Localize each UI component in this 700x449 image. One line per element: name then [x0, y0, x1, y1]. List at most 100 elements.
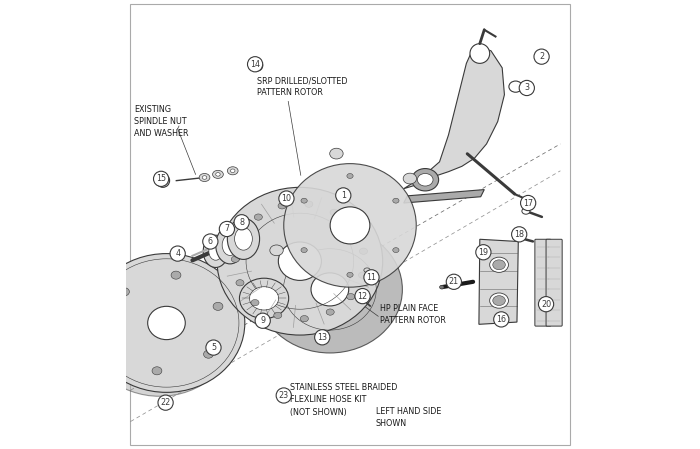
Text: 5: 5 — [211, 343, 216, 352]
Text: 18: 18 — [514, 230, 524, 239]
Ellipse shape — [110, 335, 120, 343]
Text: 23: 23 — [279, 391, 289, 400]
Ellipse shape — [364, 268, 370, 273]
Ellipse shape — [213, 302, 223, 310]
Text: 11: 11 — [367, 273, 377, 282]
Circle shape — [470, 44, 490, 63]
Ellipse shape — [216, 172, 220, 176]
Ellipse shape — [160, 177, 167, 184]
Ellipse shape — [249, 287, 279, 310]
Circle shape — [170, 246, 186, 261]
Ellipse shape — [417, 173, 433, 186]
Ellipse shape — [311, 273, 349, 306]
Ellipse shape — [209, 242, 223, 260]
Ellipse shape — [347, 273, 353, 277]
Ellipse shape — [356, 293, 362, 297]
Ellipse shape — [231, 256, 239, 262]
Circle shape — [512, 227, 527, 242]
Text: 16: 16 — [496, 315, 506, 324]
Ellipse shape — [357, 292, 370, 303]
Ellipse shape — [148, 306, 186, 339]
Ellipse shape — [512, 234, 521, 240]
Text: 4: 4 — [175, 249, 180, 258]
Ellipse shape — [304, 201, 313, 207]
Text: 14: 14 — [250, 60, 260, 69]
Ellipse shape — [258, 226, 402, 353]
Ellipse shape — [230, 169, 235, 172]
Ellipse shape — [252, 60, 262, 71]
Text: 10: 10 — [281, 194, 291, 203]
Ellipse shape — [152, 367, 162, 375]
Ellipse shape — [204, 350, 214, 358]
Text: 6: 6 — [208, 237, 213, 246]
Circle shape — [158, 395, 173, 410]
Ellipse shape — [330, 207, 370, 244]
Circle shape — [219, 221, 234, 237]
Text: 21: 21 — [449, 277, 459, 286]
Ellipse shape — [358, 272, 367, 278]
Ellipse shape — [171, 271, 181, 279]
Ellipse shape — [228, 218, 260, 260]
Text: 19: 19 — [478, 248, 489, 257]
Ellipse shape — [228, 167, 238, 175]
Text: 17: 17 — [523, 198, 533, 207]
Ellipse shape — [326, 309, 334, 315]
Ellipse shape — [403, 173, 416, 184]
Text: 12: 12 — [358, 291, 368, 301]
Text: EXISTING
SPINDLE NUT
AND WASHER: EXISTING SPINDLE NUT AND WASHER — [134, 105, 189, 138]
Polygon shape — [479, 239, 518, 324]
Ellipse shape — [509, 81, 522, 92]
Text: 8: 8 — [239, 218, 244, 227]
Circle shape — [206, 340, 221, 355]
Circle shape — [248, 57, 262, 72]
Text: 15: 15 — [156, 174, 166, 183]
Text: 1: 1 — [341, 191, 346, 200]
Ellipse shape — [270, 245, 284, 255]
Text: 13: 13 — [317, 333, 327, 342]
Ellipse shape — [234, 228, 252, 250]
Circle shape — [234, 215, 249, 230]
Ellipse shape — [202, 176, 206, 179]
Ellipse shape — [216, 226, 244, 264]
Circle shape — [153, 171, 169, 186]
Ellipse shape — [88, 254, 245, 392]
Circle shape — [364, 270, 379, 285]
Circle shape — [534, 49, 550, 64]
Text: 2: 2 — [539, 52, 544, 61]
Text: 22: 22 — [160, 398, 171, 407]
Ellipse shape — [217, 187, 383, 335]
Ellipse shape — [490, 293, 508, 308]
Ellipse shape — [522, 208, 530, 214]
Ellipse shape — [412, 168, 439, 191]
Ellipse shape — [199, 173, 210, 181]
Ellipse shape — [330, 209, 338, 216]
Text: HP PLAIN FACE
PATTERN ROTOR: HP PLAIN FACE PATTERN ROTOR — [380, 304, 447, 326]
Ellipse shape — [274, 312, 282, 318]
Circle shape — [521, 195, 536, 211]
Ellipse shape — [251, 299, 259, 306]
Text: SRP DRILLED/SLOTTED
PATTERN ROTOR: SRP DRILLED/SLOTTED PATTERN ROTOR — [257, 76, 347, 97]
Ellipse shape — [440, 286, 444, 289]
Ellipse shape — [301, 198, 307, 203]
Ellipse shape — [301, 248, 307, 253]
Ellipse shape — [393, 248, 399, 253]
Circle shape — [276, 388, 291, 403]
Circle shape — [476, 245, 491, 260]
Ellipse shape — [238, 233, 246, 239]
Text: LEFT HAND SIDE
SHOWN: LEFT HAND SIDE SHOWN — [376, 407, 441, 428]
Ellipse shape — [156, 174, 169, 187]
Ellipse shape — [213, 170, 223, 178]
Ellipse shape — [330, 148, 343, 159]
Ellipse shape — [493, 260, 505, 270]
Ellipse shape — [393, 198, 399, 203]
Ellipse shape — [284, 163, 416, 287]
FancyBboxPatch shape — [535, 239, 551, 326]
Ellipse shape — [85, 263, 235, 396]
Ellipse shape — [493, 296, 505, 305]
Text: 7: 7 — [224, 224, 230, 233]
Ellipse shape — [346, 294, 355, 300]
Ellipse shape — [239, 278, 288, 318]
Polygon shape — [404, 45, 505, 189]
Polygon shape — [404, 189, 484, 203]
Circle shape — [494, 312, 509, 327]
